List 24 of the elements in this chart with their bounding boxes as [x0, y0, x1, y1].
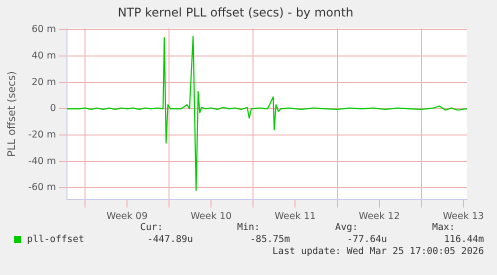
text: Avg: — [335, 222, 358, 233]
y-axis-title: PLL offset (secs) — [6, 71, 18, 157]
x-tick-label: Week 13 — [442, 210, 484, 222]
y-tick-label: -40 m — [28, 156, 56, 167]
y-tick-label: -20 m — [28, 130, 56, 141]
text: 116.44m — [444, 234, 484, 245]
text: Min: — [237, 222, 260, 233]
x-tick-label: Week 10 — [190, 210, 232, 222]
y-tick-label: -60 m — [28, 182, 56, 194]
text: Max: — [432, 222, 455, 233]
y-tick-label: 60 m — [32, 24, 56, 36]
text: Cur: — [140, 222, 163, 233]
text: -447.89u — [147, 234, 193, 245]
text: Last update: Wed Mar 25 17:00:05 2026 — [272, 246, 484, 257]
x-tick-label: Week 09 — [106, 210, 148, 222]
x-tick-label: Week 11 — [274, 210, 316, 222]
y-tick-label: 40 m — [32, 50, 56, 62]
legend-label: pll-offset — [27, 234, 84, 245]
text: -85.75m — [250, 234, 290, 245]
text: -77.64u — [346, 234, 387, 245]
y-tick-label: 0 — [50, 103, 56, 114]
x-tick-label: Week 12 — [358, 210, 400, 222]
chart-title: NTP kernel PLL offset (secs) - by month — [118, 5, 354, 20]
y-tick-label: 20 m — [32, 76, 56, 88]
